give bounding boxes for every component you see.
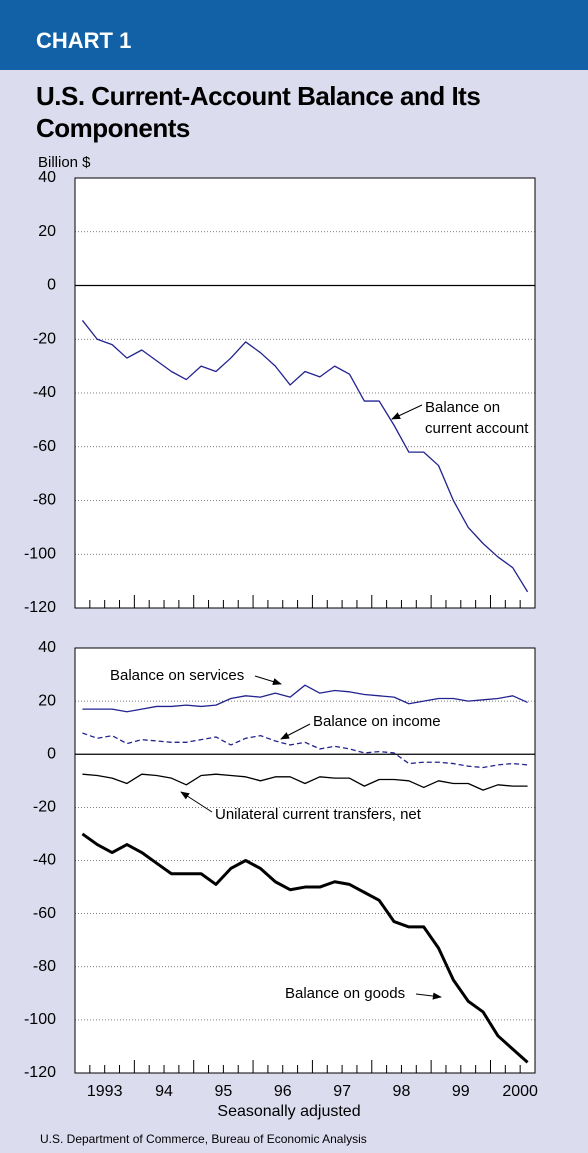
x-tick-label: 99 [452, 1083, 470, 1100]
y-axis-label: Billion $ [38, 154, 91, 171]
series-line [81, 832, 529, 1064]
y-tick-label: -100 [24, 1011, 56, 1028]
x-axis-label: Seasonally adjusted [217, 1103, 360, 1120]
series-line [81, 320, 529, 593]
x-tick-label: 1993 [87, 1083, 123, 1100]
plot-border [74, 647, 536, 1074]
y-tick-label: -40 [33, 384, 56, 401]
y-tick-label: 40 [38, 169, 56, 186]
series-label: Balance on services [110, 667, 244, 684]
y-tick-label: -40 [33, 852, 56, 869]
plot-area [75, 178, 535, 608]
arrow [180, 791, 213, 813]
series-line [82, 684, 528, 713]
y-tick-label: -120 [24, 599, 56, 616]
y-tick-label: 0 [47, 277, 56, 294]
x-tick-label: 96 [274, 1083, 292, 1100]
series-label: Balance on goods [285, 985, 405, 1002]
y-tick-label: -120 [24, 1064, 56, 1081]
y-tick-label: -80 [33, 958, 56, 975]
y-tick-label: -20 [33, 799, 56, 816]
plot-border [74, 177, 536, 609]
series-line [82, 773, 528, 791]
x-tick-label: 97 [333, 1083, 351, 1100]
y-tick-label: 20 [38, 692, 56, 709]
x-tick-label: 2000 [502, 1083, 538, 1100]
y-tick-label: 20 [38, 223, 56, 240]
y-tick-label: -60 [33, 905, 56, 922]
arrow [415, 992, 442, 1000]
arrow [391, 404, 423, 420]
series-label: Balance on current account [425, 399, 529, 437]
y-tick-label: -100 [24, 545, 56, 562]
source: U.S. Department of Commerce, Bureau of E… [40, 1132, 367, 1146]
series-label: Balance on income [313, 713, 441, 730]
arrow [280, 723, 311, 740]
y-tick-label: -60 [33, 438, 56, 455]
y-tick-label: -80 [33, 492, 56, 509]
x-tick-label: 95 [214, 1083, 232, 1100]
x-tick-label: 94 [155, 1083, 173, 1100]
chart-title: U.S. Current-Account Balance and Its Com… [36, 81, 481, 143]
series-label: Unilateral current transfers, net [215, 806, 422, 823]
header: CHART 1 [36, 28, 131, 53]
header-band [0, 0, 588, 70]
y-tick-label: 0 [47, 745, 56, 762]
arrow [254, 675, 282, 686]
x-tick-label: 98 [393, 1083, 411, 1100]
y-tick-label: -20 [33, 330, 56, 347]
series-line [82, 732, 528, 769]
y-tick-label: 40 [38, 639, 56, 656]
